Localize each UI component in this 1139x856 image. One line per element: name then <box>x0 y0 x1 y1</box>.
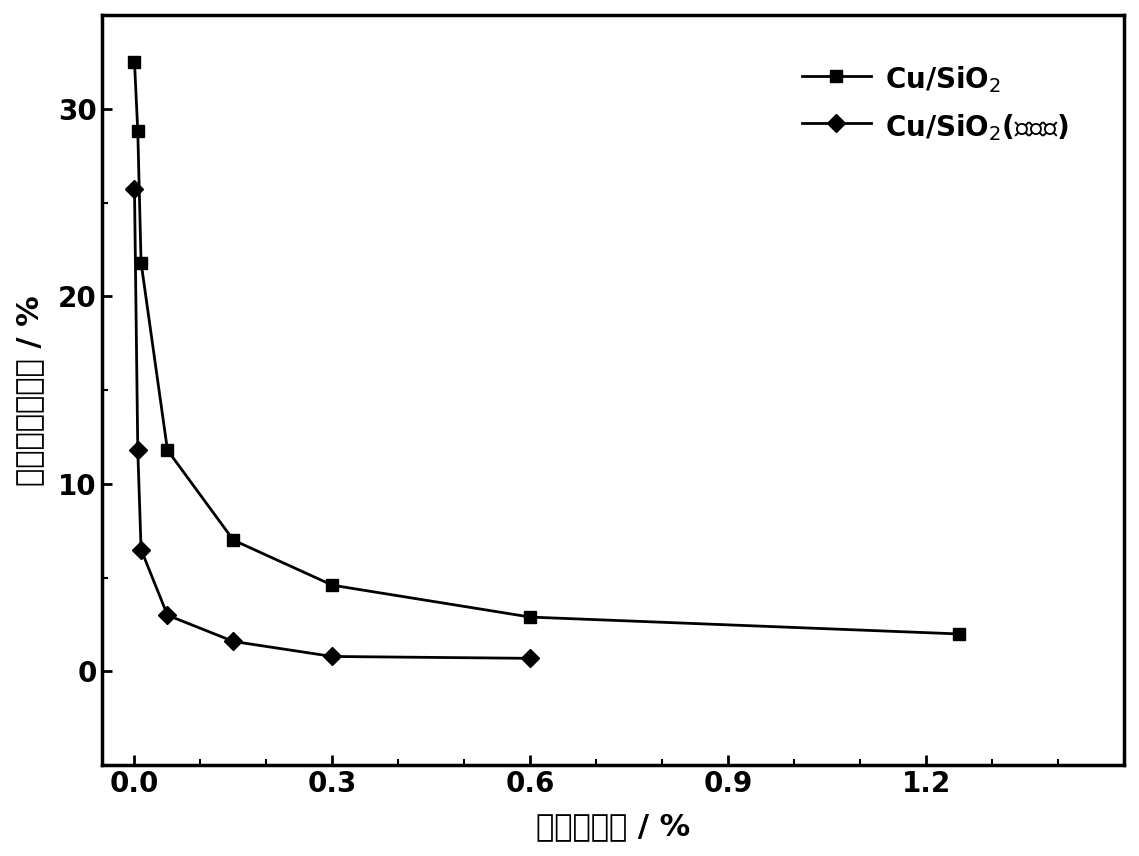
Cu/SiO$_2$ <box>161 445 174 455</box>
Cu/SiO$_2$ <box>524 612 538 622</box>
Cu/SiO$_2$ <box>227 535 240 545</box>
Cu/SiO$_2$(未酸化) <box>524 653 538 663</box>
Cu/SiO$_2$(未酸化) <box>161 610 174 621</box>
Cu/SiO$_2$(未酸化) <box>131 445 145 455</box>
Cu/SiO$_2$(未酸化) <box>134 544 148 555</box>
Cu/SiO$_2$ <box>952 629 966 639</box>
X-axis label: 丙烯转化率 / %: 丙烯转化率 / % <box>535 812 690 841</box>
Cu/SiO$_2$ <box>134 258 148 268</box>
Cu/SiO$_2$(未酸化) <box>128 184 141 194</box>
Line: Cu/SiO$_2$(未酸化): Cu/SiO$_2$(未酸化) <box>129 183 536 664</box>
Cu/SiO$_2$(未酸化) <box>326 651 339 662</box>
Cu/SiO$_2$ <box>131 126 145 136</box>
Cu/SiO$_2$ <box>128 56 141 67</box>
Line: Cu/SiO$_2$: Cu/SiO$_2$ <box>129 56 966 640</box>
Y-axis label: 环氧丙烷选择性 / %: 环氧丙烷选择性 / % <box>15 294 44 485</box>
Cu/SiO$_2$(未酸化) <box>227 636 240 646</box>
Cu/SiO$_2$ <box>326 580 339 591</box>
Legend: Cu/SiO$_2$, Cu/SiO$_2$(未酸化): Cu/SiO$_2$, Cu/SiO$_2$(未酸化) <box>790 51 1080 155</box>
